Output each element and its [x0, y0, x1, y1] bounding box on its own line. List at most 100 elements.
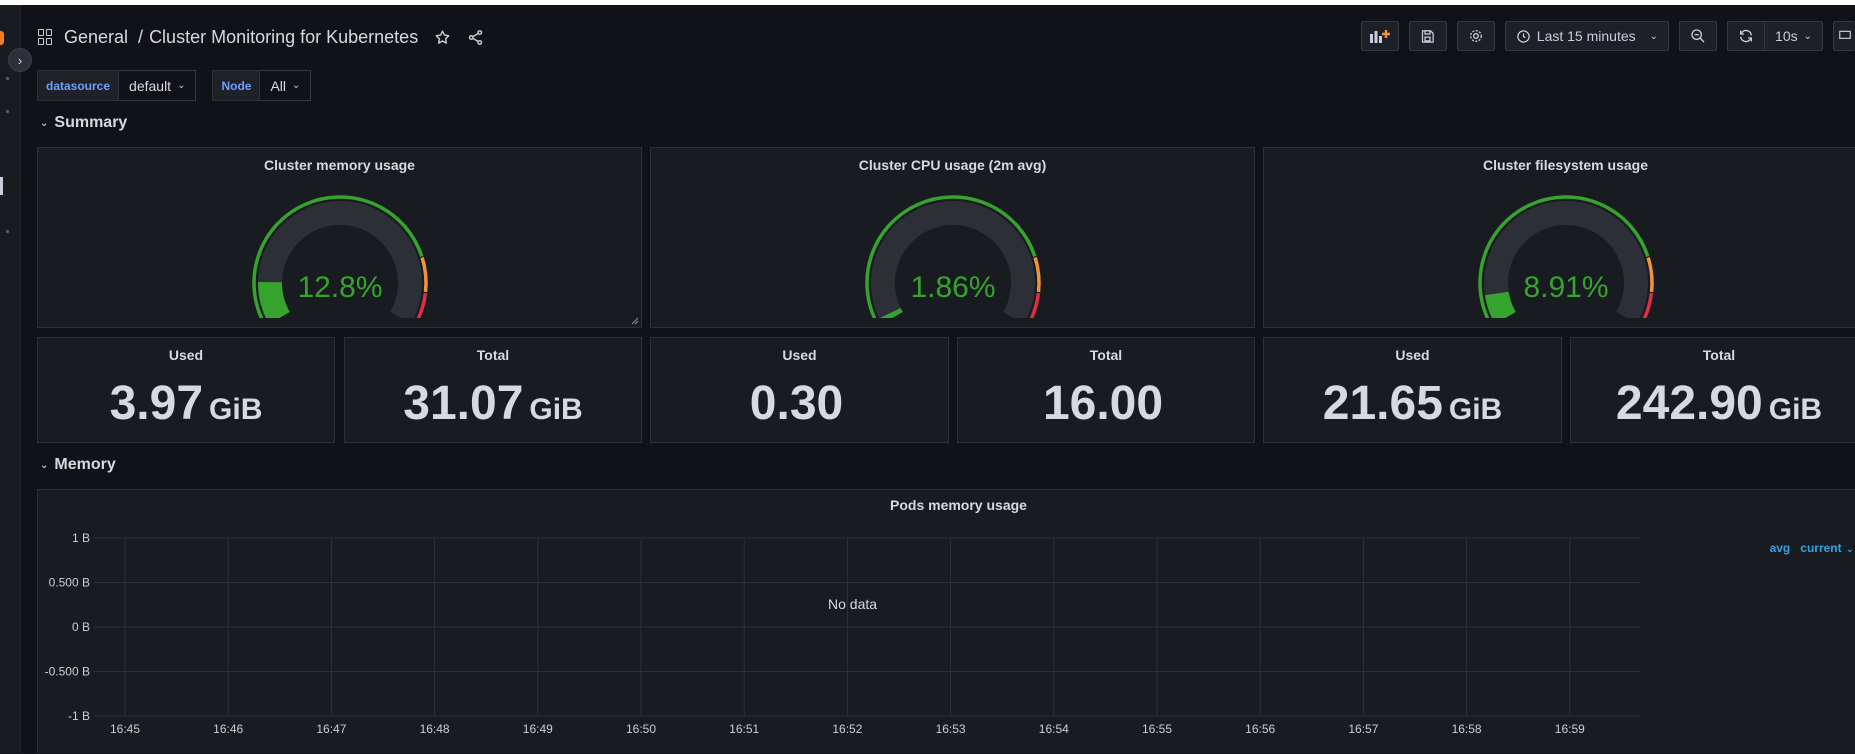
legend-avg[interactable]: avg	[1769, 541, 1791, 555]
time-range-picker[interactable]: Last 15 minutes ⌄	[1504, 21, 1670, 51]
x-tick-label: 16:52	[832, 722, 862, 736]
chevron-down-icon: ⌄	[292, 80, 301, 91]
stat-value: 242.90 GiB	[1571, 380, 1855, 428]
panel-title: Used	[168, 347, 204, 363]
x-tick-label: 16:49	[523, 722, 553, 736]
dashboard-settings-button[interactable]	[1456, 21, 1495, 51]
stat-panel-cpu-used[interactable]: Used 0.30	[650, 337, 949, 443]
stat-panel-memory-total[interactable]: Total 31.07 GiB	[344, 337, 642, 443]
timeseries-panel-pods-memory[interactable]: Pods memory usage 1 B 0.500 B 0 B -0.500 B -…	[37, 489, 1855, 753]
gauge-threshold-red	[1029, 292, 1040, 318]
panel-title: Cluster CPU usage (2m avg)	[858, 157, 1047, 173]
monitor-icon	[1838, 30, 1851, 39]
template-variables: datasource default ⌄ Node All ⌄	[37, 70, 327, 101]
stat-number: 0.30	[749, 377, 844, 430]
refresh-button[interactable]	[1727, 21, 1766, 51]
stat-panel-memory-used[interactable]: Used 3.97 GiB	[37, 337, 335, 443]
stat-number: 21.65	[1322, 377, 1443, 430]
chevron-down-icon: ⌄	[1649, 30, 1659, 42]
save-dashboard-button[interactable]	[1408, 21, 1447, 51]
stat-unit: GiB	[209, 393, 263, 426]
x-tick-label: 16:55	[1142, 722, 1172, 736]
stat-value: 21.65 GiB	[1264, 380, 1561, 428]
dashboards-icon[interactable]	[0, 177, 3, 195]
x-tick-label: 16:54	[1039, 722, 1069, 736]
chevron-down-icon: ⌄	[177, 80, 186, 91]
breadcrumb-folder[interactable]: General	[64, 26, 129, 47]
gauge-panel-filesystem[interactable]: Cluster filesystem usage 8.91%	[1263, 147, 1855, 328]
panel-title: Total	[1089, 347, 1123, 363]
gauge-value-arc	[879, 307, 903, 318]
stat-panel-cpu-total[interactable]: Total 16.00	[957, 337, 1255, 443]
row-summary[interactable]: ⌄ Summary	[40, 114, 127, 132]
gauge-value-text: 12.8%	[297, 271, 382, 304]
gauge-track	[870, 201, 1035, 318]
clock-icon	[1517, 29, 1530, 43]
chevron-down-icon: ⌄	[40, 459, 49, 471]
stat-number: 3.97	[109, 377, 204, 430]
gauge-threshold-green	[864, 195, 1036, 318]
stat-panel-filesystem-used[interactable]: Used 21.65 GiB	[1263, 337, 1562, 443]
explore-icon[interactable]	[6, 230, 9, 233]
gauge-panel-cpu[interactable]: Cluster CPU usage (2m avg) 1.86%	[650, 147, 1255, 328]
stat-unit: GiB	[1448, 393, 1503, 426]
star-icon[interactable]	[434, 29, 451, 46]
page-title[interactable]: Cluster Monitoring for Kubernetes	[149, 26, 419, 47]
stat-unit: GiB	[1768, 393, 1823, 426]
gauge-cpu: 1.86%	[864, 195, 1041, 318]
row-memory[interactable]: ⌄ Memory	[40, 456, 116, 474]
sidebar	[0, 5, 21, 753]
gauge-filesystem: 8.91%	[1477, 195, 1654, 318]
gauge-value-arc	[257, 281, 290, 318]
top-strip	[0, 0, 1855, 5]
gauge-threshold-green	[1477, 195, 1649, 318]
row-summary-title: Summary	[54, 114, 128, 131]
x-tick-label: 16:50	[626, 722, 656, 736]
resize-handle-icon[interactable]	[631, 317, 639, 325]
stat-panel-filesystem-total[interactable]: Total 242.90 GiB	[1570, 337, 1855, 443]
tv-mode-button[interactable]	[1833, 21, 1855, 51]
x-tick-label: 16:47	[316, 722, 346, 736]
starred-icon[interactable]	[6, 110, 9, 113]
dashboard-toolbar: Last 15 minutes ⌄ 10s ⌄	[1360, 20, 1855, 52]
time-range-label: Last 15 minutes	[1536, 28, 1636, 44]
zoom-out-button[interactable]	[1679, 21, 1718, 51]
breadcrumb: General / Cluster Monitoring for Kuberne…	[38, 22, 484, 52]
stat-value: 31.07 GiB	[345, 380, 641, 428]
breadcrumb-separator: /	[138, 26, 144, 47]
grafana-logo-icon[interactable]	[0, 31, 4, 45]
refresh-icon	[1740, 29, 1753, 43]
panel-title: Cluster filesystem usage	[1483, 157, 1648, 173]
panel-title: Pods memory usage	[890, 497, 1027, 513]
y-tick-label: 1 B	[72, 531, 90, 545]
x-tick-label: 16:51	[729, 722, 759, 736]
y-tick-label: 0.500 B	[49, 576, 90, 590]
y-tick-label: -0.500 B	[45, 665, 90, 679]
expand-sidebar-button[interactable]: ›	[8, 48, 32, 72]
gauge-threshold-red	[416, 292, 427, 318]
row-memory-title: Memory	[54, 456, 116, 473]
gear-icon	[1469, 30, 1482, 42]
search-icon[interactable]	[6, 77, 9, 80]
variable-select-node[interactable]: All ⌄	[260, 70, 312, 101]
panel-title: Cluster memory usage	[264, 157, 415, 173]
share-icon[interactable]	[467, 29, 484, 46]
panel-title: Used	[782, 347, 817, 363]
x-tick-label: 16:45	[110, 722, 140, 736]
add-panel-icon	[1369, 30, 1390, 43]
refresh-interval-picker[interactable]: 10s ⌄	[1765, 21, 1823, 51]
x-tick-label: 16:56	[1245, 722, 1275, 736]
gauge-threshold-orange	[1645, 257, 1654, 293]
gauge-threshold-green	[251, 195, 423, 318]
gauge-threshold-orange	[419, 257, 428, 293]
gauge-value-arc	[1484, 291, 1516, 318]
gauge-panel-memory[interactable]: Cluster memory usage 12.8%	[37, 147, 642, 328]
legend-current-label: current	[1800, 541, 1842, 555]
panel-title: Total	[476, 347, 510, 363]
add-panel-button[interactable]	[1360, 21, 1399, 51]
variable-label-datasource: datasource	[37, 70, 120, 101]
stat-number: 242.90	[1615, 377, 1763, 430]
legend-current[interactable]: current ⌄	[1800, 541, 1854, 555]
variable-select-datasource[interactable]: default ⌄	[119, 70, 197, 101]
gauge-threshold-orange	[1032, 257, 1041, 293]
